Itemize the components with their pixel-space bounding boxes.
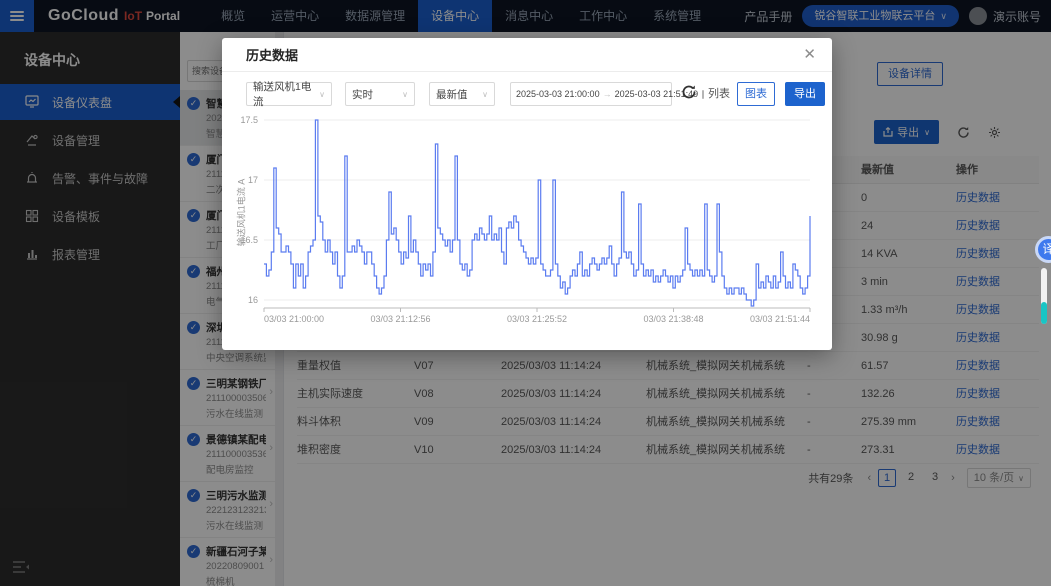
chart-x-tick-label: 03/03 21:25:52 xyxy=(507,314,567,324)
chevron-down-icon: ∨ xyxy=(402,90,408,99)
parameter-select[interactable]: 输送风机1电流∨ xyxy=(246,82,332,106)
chart-y-tick-label: 17.5 xyxy=(240,115,258,125)
history-data-modal: 历史数据 ✕ 输送风机1电流∨ 实时∨ 最新值∨ 2025-03-03 21:0… xyxy=(222,38,832,350)
refresh-icon[interactable] xyxy=(681,84,697,105)
calendar-icon xyxy=(702,90,704,99)
page-scrollbar[interactable] xyxy=(1041,268,1047,324)
chart-canvas: 17.51716.51603/03 21:00:0003/03 21:12:56… xyxy=(232,110,828,342)
chart-y-axis-title: 输送风机1电流 A xyxy=(235,148,248,278)
history-line-chart: 输送风机1电流 A 17.51716.51603/03 21:00:0003/0… xyxy=(232,110,828,342)
mode-select[interactable]: 实时 ∨ xyxy=(345,82,415,106)
mode-select-value: 实时 xyxy=(352,87,373,102)
modal-export-button[interactable]: 导出 xyxy=(785,82,825,106)
date-range-picker[interactable]: 2025-03-03 21:00:00 → 2025-03-03 21:51:4… xyxy=(510,82,672,106)
aggregation-select-value: 最新值 xyxy=(436,87,468,102)
chart-x-tick-label: 03/03 21:12:56 xyxy=(370,314,430,324)
chevron-down-icon: ∨ xyxy=(319,90,325,99)
chevron-down-icon: ∨ xyxy=(482,90,488,99)
aggregation-select[interactable]: 最新值 ∨ xyxy=(429,82,495,106)
chart-line-series xyxy=(264,120,810,306)
modal-header: 历史数据 ✕ xyxy=(222,38,832,72)
arrow-right-icon: → xyxy=(603,89,612,99)
parameter-select-value: 输送风机1电流 xyxy=(253,79,319,109)
date-range-start: 2025-03-03 21:00:00 xyxy=(516,89,600,99)
chart-y-tick-label: 17 xyxy=(248,175,258,185)
translate-label: 译 xyxy=(1042,242,1051,256)
view-toggle-chart[interactable]: 图表 xyxy=(737,82,775,106)
iot-portal-page: GoCloud IoT Portal 概览 运营中心 数据源管理 设备中心 消息… xyxy=(0,0,1051,586)
modal-title: 历史数据 xyxy=(246,45,298,64)
chart-y-tick-label: 16 xyxy=(248,295,258,305)
modal-controls: 输送风机1电流∨ 实时∨ 最新值∨ 2025-03-03 21:00:00 → … xyxy=(222,82,832,108)
view-toggle-list[interactable]: 列表 xyxy=(708,82,730,106)
chart-x-tick-label: 03/03 21:00:00 xyxy=(264,314,324,324)
close-icon[interactable]: ✕ xyxy=(803,47,816,62)
chart-x-tick-label: 03/03 21:51:44 xyxy=(750,314,810,324)
chart-x-tick-label: 03/03 21:38:48 xyxy=(643,314,703,324)
